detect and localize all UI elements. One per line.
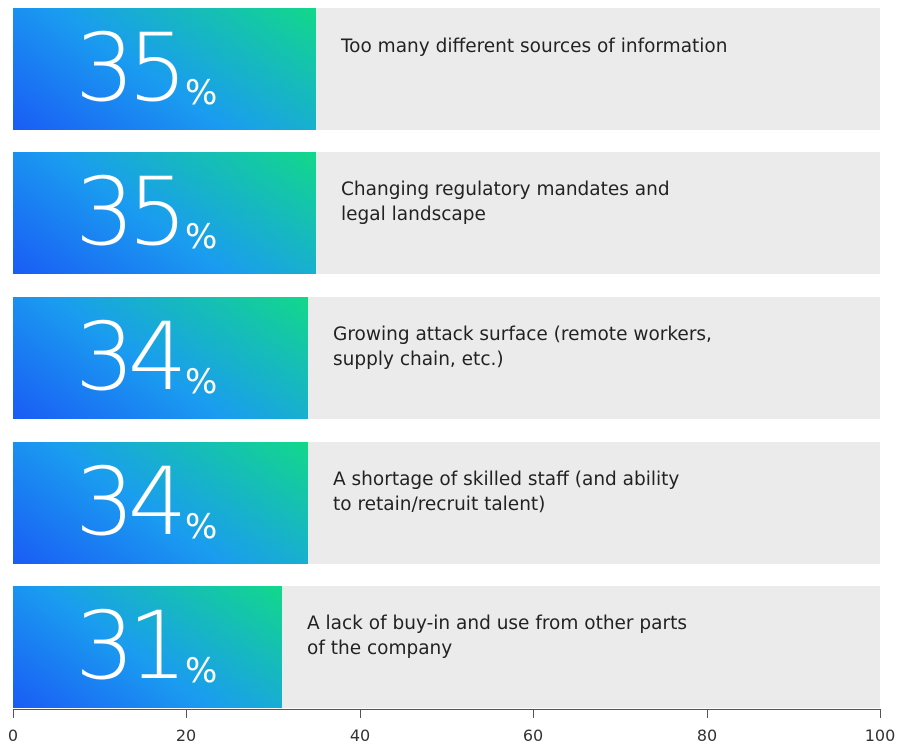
bar: 34% <box>13 442 308 564</box>
bar: 35% <box>13 8 316 130</box>
x-axis-tick <box>880 709 881 718</box>
percent-sign: % <box>185 362 218 402</box>
bar: 35% <box>13 152 316 274</box>
x-axis-tick-label: 0 <box>7 726 19 745</box>
category-label: Too many different sources of informatio… <box>341 36 728 57</box>
bar-value-label: 35 <box>75 14 188 123</box>
bar: 34% <box>13 297 308 419</box>
bar-value-label: 35 <box>75 158 188 267</box>
x-axis-tick-label: 40 <box>349 726 371 745</box>
x-axis-tick <box>186 709 187 718</box>
bar-value-label: 31 <box>75 592 188 701</box>
x-axis-tick <box>707 709 708 718</box>
percent-sign: % <box>185 507 218 547</box>
x-axis-tick <box>360 709 361 718</box>
x-axis-tick <box>533 709 534 718</box>
category-label: A lack of buy-in and use from other part… <box>307 613 687 659</box>
x-axis-tick-label: 100 <box>864 726 896 745</box>
percent-sign: % <box>185 651 218 691</box>
x-axis-tick-label: 80 <box>696 726 718 745</box>
x-axis-tick <box>13 709 14 718</box>
bar-value-label: 34 <box>75 448 188 557</box>
x-axis-tick-label: 60 <box>522 726 544 745</box>
bar: 31% <box>13 586 282 708</box>
percent-sign: % <box>185 73 218 113</box>
bar-value-label: 34 <box>75 303 188 412</box>
category-label: Growing attack surface (remote workers, … <box>333 324 712 370</box>
percent-sign: % <box>185 217 218 257</box>
category-label: A shortage of skilled staff (and ability… <box>333 469 680 515</box>
x-axis-line <box>13 709 880 710</box>
category-label: Changing regulatory mandates and legal l… <box>341 179 670 225</box>
x-axis-tick-label: 20 <box>175 726 197 745</box>
